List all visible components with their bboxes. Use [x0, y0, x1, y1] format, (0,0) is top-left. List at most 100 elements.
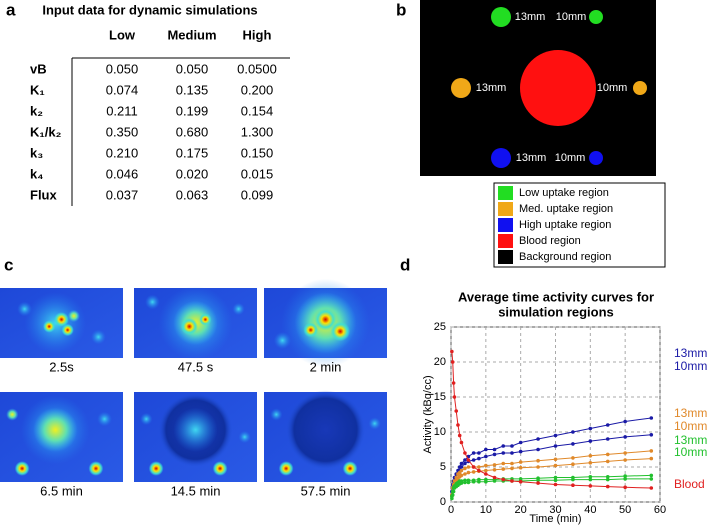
cell: 0.020 [176, 166, 209, 181]
x-axis-label: Time (min) [529, 513, 581, 525]
data-point [510, 461, 514, 466]
data-point [501, 477, 506, 482]
legend-label: Background region [519, 251, 611, 263]
data-point [463, 472, 467, 476]
cell: 0.175 [176, 145, 209, 160]
y-tick-label: 0 [440, 496, 446, 508]
data-point [459, 473, 464, 478]
legend-swatch [498, 186, 513, 200]
data-point [492, 447, 497, 452]
data-point [571, 442, 575, 446]
pet-image [134, 392, 257, 482]
image-blob [368, 417, 381, 430]
data-point [649, 473, 654, 478]
image-blob [67, 309, 80, 323]
data-point [571, 483, 575, 488]
data-point [457, 433, 462, 438]
data-point [536, 481, 540, 485]
cell: 0.210 [106, 145, 139, 160]
cell: 0.0500 [237, 61, 277, 76]
chart-title: simulation regions [498, 304, 614, 319]
data-point [466, 465, 471, 469]
image-blob [91, 329, 106, 345]
cell: 0.680 [176, 124, 209, 139]
row-label: K₁ [30, 82, 45, 97]
cell: 0.074 [106, 82, 139, 97]
image-blob [342, 461, 358, 476]
data-point [553, 444, 558, 448]
cell: 0.150 [241, 145, 274, 160]
data-point [463, 458, 467, 462]
image-blob [61, 323, 74, 337]
legend-label: 10mm [674, 359, 707, 373]
cell: 0.350 [106, 124, 139, 139]
image-blob [140, 412, 153, 426]
image-blob [173, 407, 218, 452]
data-point [450, 496, 454, 501]
legend-label: 10mm [674, 419, 707, 433]
image-blob [270, 408, 283, 421]
data-point [477, 468, 481, 473]
row-label: vB [30, 61, 47, 76]
data-point [450, 360, 455, 364]
image-blob [88, 461, 104, 476]
data-point [518, 449, 523, 454]
data-point [649, 486, 654, 490]
region-label: 10mm [556, 11, 587, 23]
data-point [501, 461, 506, 466]
data-point [518, 479, 523, 484]
legend-label: 13mm [674, 346, 707, 360]
data-point [459, 440, 464, 445]
image-blob [199, 313, 212, 326]
data-point [649, 433, 654, 437]
cell: 0.135 [176, 82, 209, 97]
image-caption: 57.5 min [301, 483, 351, 498]
phantom-region [633, 81, 647, 95]
data-point [623, 474, 627, 478]
series-line [451, 351, 652, 489]
region-label: 13mm [516, 152, 547, 164]
pet-image [134, 286, 257, 360]
panel-label: a [6, 0, 16, 19]
row-label: k₃ [30, 145, 43, 160]
pet-image [264, 278, 387, 368]
data-point [588, 475, 593, 479]
data-point [501, 467, 506, 471]
data-point [518, 460, 523, 464]
legend-swatch [498, 202, 513, 216]
cell: 0.050 [106, 61, 139, 76]
data-point [588, 454, 593, 458]
x-tick-label: 0 [448, 504, 454, 516]
image-blob [330, 321, 351, 342]
data-point [471, 470, 476, 474]
data-point [605, 475, 610, 479]
cell: 0.037 [106, 187, 139, 202]
data-point [623, 458, 627, 462]
image-blob [33, 407, 78, 452]
data-point [451, 489, 456, 494]
legend-label: 13mm [674, 433, 707, 447]
data-point [623, 485, 627, 490]
image-caption: 2.5s [49, 359, 74, 374]
data-point [588, 426, 593, 431]
region-label: 10mm [555, 152, 586, 164]
data-point [450, 349, 454, 354]
cell: 0.063 [176, 187, 209, 202]
image-blob [180, 317, 198, 336]
data-point [501, 451, 506, 455]
region-label: 13mm [515, 11, 546, 23]
data-point [605, 452, 610, 457]
data-point [454, 409, 459, 413]
y-tick-label: 20 [434, 356, 446, 368]
data-point [463, 461, 467, 466]
legend-label: 10mm [674, 445, 707, 459]
region-label: 13mm [476, 82, 507, 94]
row-label: k₄ [30, 166, 43, 181]
data-point [510, 444, 514, 448]
legend-label: Low uptake region [519, 187, 609, 199]
data-point [588, 484, 593, 488]
panel-label: d [400, 255, 410, 274]
data-point [588, 461, 593, 465]
cell: 0.154 [241, 103, 274, 118]
phantom-region [491, 148, 511, 168]
